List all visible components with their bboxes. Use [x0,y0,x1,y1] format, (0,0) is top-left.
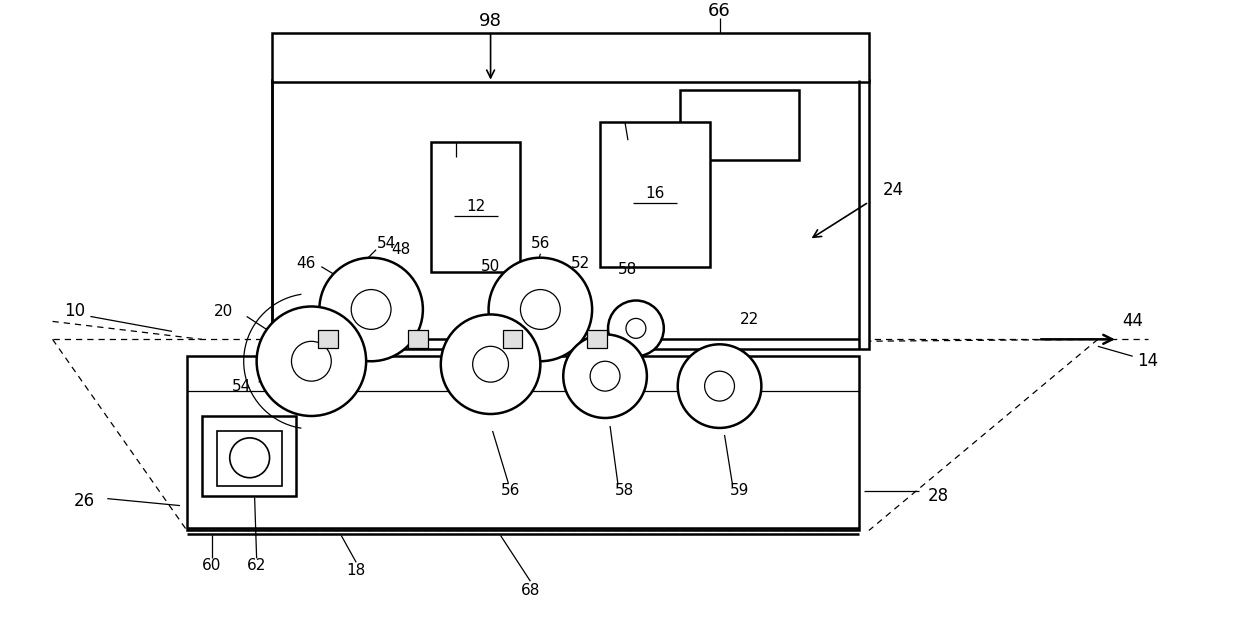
Bar [680,90,799,160]
Text: 24: 24 [883,181,904,199]
Circle shape [291,341,331,381]
Circle shape [472,347,508,382]
Bar [431,142,520,271]
Text: 26: 26 [74,492,95,510]
Bar [271,80,869,349]
Text: 12: 12 [466,199,486,215]
Text: 48: 48 [392,242,410,257]
Bar [408,331,427,348]
Text: 62: 62 [247,558,266,573]
Bar [600,122,710,267]
Circle shape [705,371,735,401]
Text: 28: 28 [928,487,949,505]
Text: 56: 56 [501,483,520,498]
Circle shape [320,258,422,361]
Circle shape [678,345,761,428]
Text: 98: 98 [479,11,502,30]
Text: 58: 58 [618,262,638,277]
Text: 50: 50 [481,259,501,274]
Circle shape [520,290,560,329]
Bar [202,416,296,496]
Text: 22: 22 [740,312,760,327]
Circle shape [564,334,647,418]
Text: 20: 20 [214,304,233,319]
Circle shape [626,318,646,338]
Text: 44: 44 [1123,312,1144,331]
Text: 60: 60 [202,558,222,573]
Text: 56: 56 [530,236,550,251]
Bar [587,331,607,348]
Circle shape [441,315,540,414]
Text: 59: 59 [730,483,750,498]
Bar [187,356,859,531]
Text: 68: 68 [520,583,540,598]
Circle shape [590,361,620,391]
Text: 14: 14 [1137,352,1158,370]
Text: 46: 46 [296,256,316,271]
Bar [503,331,523,348]
Circle shape [608,301,664,356]
Text: 10: 10 [64,303,85,320]
Text: 66: 66 [709,2,731,20]
Text: 54: 54 [232,378,252,394]
Bar [217,431,281,485]
Circle shape [229,438,270,478]
Circle shape [488,258,592,361]
Text: 52: 52 [570,256,590,271]
Text: 16: 16 [646,187,664,201]
Circle shape [256,306,367,416]
Bar [271,32,869,82]
Text: 58: 58 [616,483,634,498]
Text: 54: 54 [377,236,395,251]
Text: 18: 18 [347,563,366,578]
Bar [318,331,338,348]
Circle shape [351,290,392,329]
